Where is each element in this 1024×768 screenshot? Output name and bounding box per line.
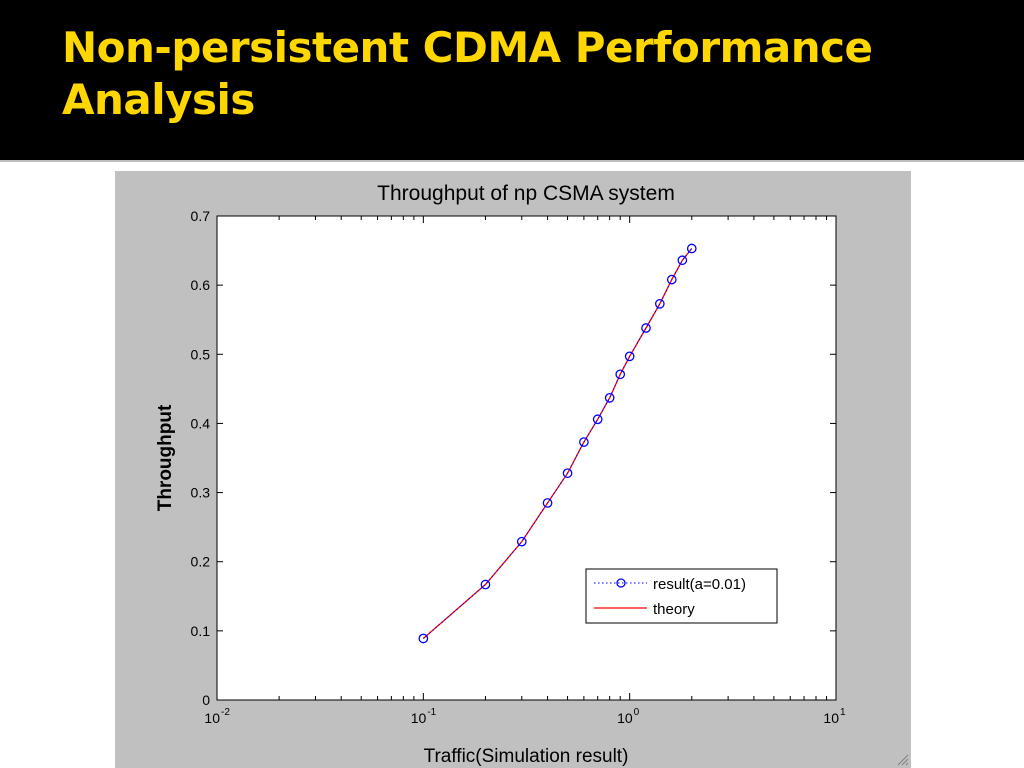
result-data-point — [592, 414, 603, 425]
result-data-point — [666, 274, 677, 285]
slide-divider — [0, 160, 1024, 168]
x-tick-label: 10 -1 — [411, 707, 437, 726]
axis-ticks — [216, 215, 837, 701]
x-tick-exponent: -1 — [427, 707, 436, 718]
result-data-point — [615, 369, 626, 380]
legend-result-label: result(a=0.01) — [653, 576, 746, 593]
y-tick-label: 0 — [202, 692, 210, 708]
y-tick-label: 0.1 — [191, 623, 211, 639]
result-data-point — [604, 392, 615, 403]
series-theory-line — [422, 248, 693, 639]
x-axis-label: Traffic(Simulation result) — [424, 746, 629, 767]
x-tick-exponent: 0 — [634, 707, 640, 718]
x-tick-base: 10 — [411, 710, 427, 726]
throughput-chart: 00.10.20.30.40.50.60.710 -2 10 -1 10 0 10 1 Thr… — [155, 182, 846, 767]
axis-tick-labels: 00.10.20.30.40.50.60.710 -2 10 -1 10 0 10 1 — [191, 208, 846, 726]
x-tick-label: 10 0 — [617, 707, 640, 726]
x-tick-label: 10 -2 — [204, 707, 230, 726]
result-data-point — [542, 498, 553, 508]
result-data-point — [654, 298, 665, 309]
x-tick-exponent: 1 — [840, 707, 846, 718]
legend-result-marker — [616, 578, 626, 588]
y-tick-label: 0.2 — [191, 554, 211, 570]
resize-grip-icon[interactable] — [895, 752, 909, 766]
figure-window: 0 0.1 0.2 0.3 0.4 0.5 0.6 0.7 10 -2 10 -1 10 0 10 1 Thr… — [115, 171, 911, 768]
x-tick-base: 10 — [617, 710, 633, 726]
y-tick-label: 0.5 — [191, 346, 211, 362]
x-tick-base: 10 — [204, 710, 220, 726]
slide-header: Non-persistent CDMA Performance Analysis — [0, 0, 1024, 160]
x-tick-exponent: -2 — [221, 707, 230, 718]
result-data-point — [562, 468, 573, 479]
result-data-point — [480, 579, 491, 590]
result-data-point — [579, 437, 589, 447]
result-data-point — [516, 536, 527, 547]
legend-theory-label: theory — [653, 601, 695, 618]
chart-title: Throughput of np CSMA system — [377, 182, 675, 205]
y-tick-label: 0.7 — [191, 208, 211, 224]
result-data-point — [641, 323, 651, 333]
y-tick-label: 0.4 — [191, 415, 211, 431]
x-tick-label: 10 1 — [823, 707, 846, 726]
x-tick-base: 10 — [823, 710, 839, 726]
result-data-point — [677, 255, 688, 266]
series-layer — [418, 243, 697, 644]
y-axis-label: Throughput — [155, 404, 176, 511]
result-data-point — [624, 351, 635, 362]
plot-area — [216, 215, 837, 701]
slide-title: Non-persistent CDMA Performance Analysis — [62, 23, 873, 124]
result-data-point — [418, 633, 429, 644]
y-tick-label: 0.3 — [191, 485, 211, 501]
legend-box — [585, 568, 778, 624]
y-tick-label: 0.6 — [191, 277, 211, 293]
result-data-point — [686, 243, 697, 254]
legend: result(a=0.01) theory — [585, 568, 778, 624]
